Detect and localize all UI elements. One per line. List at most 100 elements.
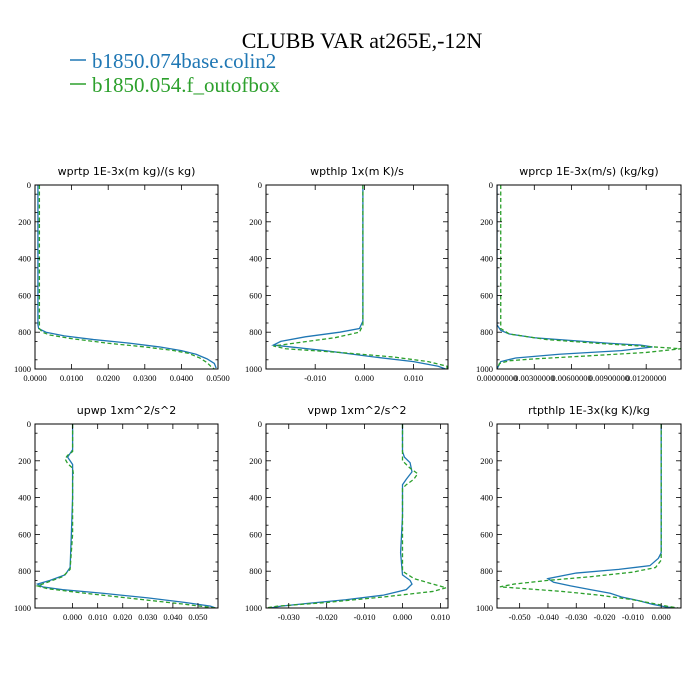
y-tick-label: 600	[249, 290, 262, 300]
x-tick-label: -0.020	[594, 612, 616, 622]
y-tick-label: 800	[18, 327, 31, 337]
y-tick-label: 200	[249, 217, 262, 227]
series-line-base	[271, 185, 446, 369]
y-tick-label: 200	[18, 456, 31, 466]
y-tick-label: 600	[18, 290, 31, 300]
x-tick-label: 0.050	[188, 612, 207, 622]
y-tick-label: 200	[480, 456, 493, 466]
y-tick-label: 800	[480, 327, 493, 337]
x-tick-label: 0.010	[88, 612, 107, 622]
x-tick-label: 0.0000	[23, 373, 46, 383]
legend-entry-base: b1850.074base.colin2	[70, 49, 276, 73]
x-tick-label: 0.0100	[60, 373, 83, 383]
x-tick-label: 0.030	[138, 612, 157, 622]
legend-entry-outofbox: b1850.054.f_outofbox	[70, 73, 280, 97]
legend-label-outofbox: b1850.054.f_outofbox	[92, 73, 280, 97]
x-tick-label: 0.01200000	[626, 373, 666, 383]
y-tick-label: 0	[27, 419, 31, 429]
y-tick-label: 400	[249, 254, 262, 264]
series-line-outofbox	[35, 424, 216, 608]
plot-frame	[34, 423, 219, 609]
y-tick-label: 0	[489, 180, 493, 190]
y-tick-label: 800	[249, 566, 262, 576]
panel-title: wprcp 1E-3x(m/s) (kg/kg)	[519, 165, 658, 178]
y-tick-label: 600	[480, 529, 493, 539]
y-tick-label: 1000	[245, 603, 262, 613]
x-tick-label: -0.010	[622, 612, 644, 622]
x-tick-label: -0.010	[304, 373, 326, 383]
x-tick-label: -0.030	[278, 612, 300, 622]
figure-title: CLUBB VAR at265E,-12N	[242, 28, 483, 53]
y-tick-label: 200	[18, 217, 31, 227]
y-tick-label: 0	[27, 180, 31, 190]
x-tick-label: -0.030	[565, 612, 587, 622]
panel-1: wprtp 1E-3x(m kg)/(s kg) 0 200 400 600 800 100…	[14, 165, 230, 383]
x-tick-label: 0.0400	[170, 373, 193, 383]
panel-title: wprtp 1E-3x(m kg)/(s kg)	[58, 165, 196, 178]
legend-label-base: b1850.074base.colin2	[92, 49, 276, 73]
y-tick-label: 1000	[245, 364, 262, 374]
panel-grid: wprtp 1E-3x(m kg)/(s kg) 0 200 400 600 800 100…	[14, 165, 682, 622]
y-tick-label: 600	[18, 529, 31, 539]
x-tick-label: 0.020	[113, 612, 132, 622]
x-tick-label: 0.010	[431, 612, 450, 622]
y-tick-label: 1000	[476, 603, 493, 613]
series-line-base	[35, 424, 216, 608]
y-tick-label: 800	[249, 327, 262, 337]
y-tick-label: 400	[18, 254, 31, 264]
x-tick-label: 0.00300000	[514, 373, 554, 383]
series-line-base	[546, 424, 676, 608]
y-tick-label: 600	[249, 529, 262, 539]
y-tick-label: 200	[249, 456, 262, 466]
series-line-outofbox	[497, 185, 681, 369]
series-line-base	[269, 424, 413, 608]
panel-title: rtpthlp 1E-3x(kg K)/kg	[528, 404, 650, 417]
x-tick-label: 0.040	[163, 612, 182, 622]
series-line-base	[497, 185, 653, 369]
x-tick-label: -0.020	[316, 612, 338, 622]
y-tick-label: 600	[480, 290, 493, 300]
plot-frame	[34, 184, 219, 370]
x-tick-label: 0.000	[393, 612, 412, 622]
y-tick-label: 800	[18, 566, 31, 576]
y-tick-label: 400	[249, 493, 262, 503]
panel-6: rtpthlp 1E-3x(kg K)/kg 0 200 400 600 800 1000 -…	[476, 404, 682, 622]
plot-frame	[496, 423, 682, 609]
y-tick-label: 800	[480, 566, 493, 576]
panel-title: wpthlp 1x(m K)/s	[310, 165, 404, 178]
y-tick-label: 400	[480, 493, 493, 503]
panel-3: wprcp 1E-3x(m/s) (kg/kg) 0 200 400 600 800 100…	[476, 165, 682, 383]
x-tick-label: -0.040	[537, 612, 559, 622]
y-tick-label: 400	[480, 254, 493, 264]
y-tick-label: 1000	[14, 364, 31, 374]
series-line-outofbox	[273, 185, 448, 369]
panel-4: upwp 1xm^2/s^2 0 200 400 600 800 1000 0.000 0.01…	[14, 404, 219, 622]
series-line-base	[37, 185, 217, 369]
y-tick-label: 1000	[476, 364, 493, 374]
x-tick-label: 0.000	[355, 373, 374, 383]
x-tick-label: 0.00000000	[477, 373, 517, 383]
series-line-outofbox	[266, 424, 448, 608]
legend: b1850.074base.colin2 b1850.054.f_outofbo…	[70, 49, 280, 97]
y-tick-label: 0	[258, 419, 262, 429]
series-line-outofbox	[499, 424, 679, 608]
plot-frame	[265, 184, 449, 370]
plot-frame	[496, 184, 682, 370]
x-tick-label: 0.000	[63, 612, 82, 622]
plot-frame	[265, 423, 449, 609]
y-tick-label: 0	[489, 419, 493, 429]
y-tick-label: 400	[18, 493, 31, 503]
panel-5: vpwp 1xm^2/s^2 0 200 400 600 800 1000 -0.030 -0.…	[245, 404, 450, 622]
x-tick-label: 0.00600000	[551, 373, 591, 383]
y-tick-label: 0	[258, 180, 262, 190]
x-tick-label: 0.0500	[206, 373, 229, 383]
y-tick-label: 200	[480, 217, 493, 227]
x-tick-label: 0.0200	[97, 373, 120, 383]
x-tick-label: -0.050	[509, 612, 531, 622]
x-tick-label: 0.000	[652, 612, 671, 622]
series-line-outofbox	[38, 185, 215, 369]
x-tick-label: -0.010	[354, 612, 376, 622]
panel-title: vpwp 1xm^2/s^2	[307, 404, 406, 417]
x-tick-label: 0.00900000	[589, 373, 629, 383]
